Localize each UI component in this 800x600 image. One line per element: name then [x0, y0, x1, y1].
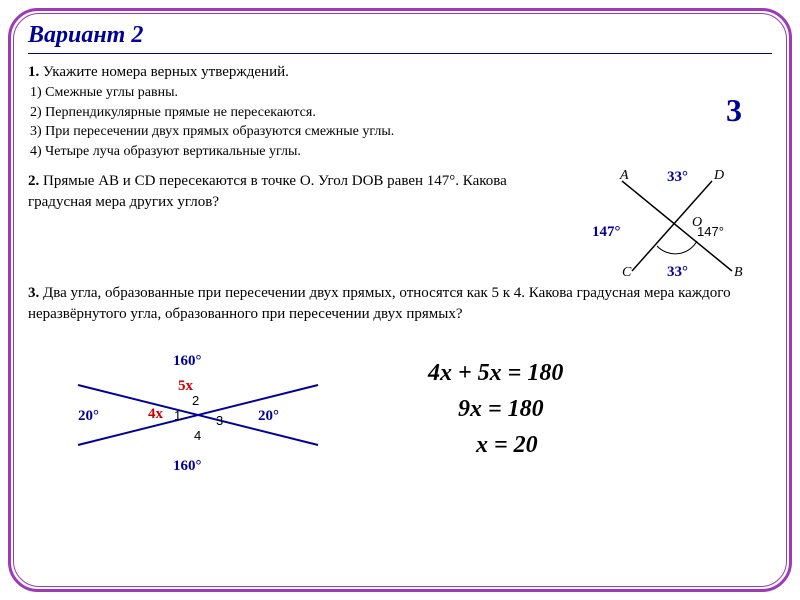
quadrant-4: 4 — [194, 428, 201, 443]
angle-20-right: 20° — [258, 408, 279, 424]
problem-2-num: 2. — [28, 173, 39, 189]
title-underline — [28, 53, 772, 54]
problem-3-header: 3. Два угла, образованные при пересечени… — [28, 283, 772, 325]
label-b: B — [734, 265, 743, 280]
problem-1-header: 1. Укажите номера верных утверждений. — [28, 62, 772, 83]
content-area: Вариант 2 1. Укажите номера верных утвер… — [28, 22, 772, 578]
problem-1-num: 1. — [28, 64, 39, 80]
page-title: Вариант 2 — [28, 22, 772, 49]
problem-3: 3. Два угла, образованные при пересечени… — [28, 283, 772, 325]
problem-1-item-4: 4) Четыре луча образуют вертикальные угл… — [30, 142, 772, 162]
quadrant-2: 2 — [192, 393, 199, 408]
label-d: D — [713, 168, 724, 183]
problem-1-item-2: 2) Перпендикулярные прямые не пересекают… — [30, 103, 772, 123]
angle-33-bottom: 33° — [667, 264, 688, 280]
label-a: A — [619, 168, 629, 183]
equation-2: 9x = 180 — [458, 391, 563, 427]
angle-160-bottom: 160° — [173, 458, 202, 474]
problem-2: 2. Прямые AB и CD пересекаются в точке O… — [28, 171, 772, 213]
problem-3-work: 2 1 3 4 5x 4x 160° 160° 20° 20° 4x + 5x … — [28, 335, 772, 485]
angle-33-top: 33° — [667, 169, 688, 185]
problem-1: 1. Укажите номера верных утверждений. 1)… — [28, 62, 772, 161]
angle-20-left: 20° — [78, 408, 99, 424]
problem-1-item-1: 1) Смежные углы равны. — [30, 83, 772, 103]
problem-3-num: 3. — [28, 285, 39, 301]
problem-2-header: 2. Прямые AB и CD пересекаются в точке O… — [28, 171, 508, 213]
problem-1-text: Укажите номера верных утверждений. — [43, 64, 289, 80]
problem-3-diagram: 2 1 3 4 5x 4x 160° 160° 20° 20° — [58, 335, 338, 485]
quadrant-1: 1 — [174, 408, 181, 423]
angle-160-top: 160° — [173, 353, 202, 369]
angle-147-black: 147° — [697, 224, 724, 239]
equation-1: 4x + 5x = 180 — [428, 355, 563, 391]
label-c: C — [622, 265, 632, 280]
problem-3-text: Два угла, образованные при пересечении д… — [28, 285, 731, 322]
problem-3-equations: 4x + 5x = 180 9x = 180 x = 20 — [428, 355, 563, 463]
equation-3: x = 20 — [476, 427, 563, 463]
problem-2-diagram: A D B C O 147° 33° 147° 33° — [562, 161, 762, 281]
problem-1-answer: 3 — [726, 92, 742, 129]
label-5x: 5x — [178, 378, 194, 394]
problem-2-text: Прямые AB и CD пересекаются в точке O. У… — [28, 173, 507, 210]
quadrant-3: 3 — [216, 413, 223, 428]
angle-147-blue: 147° — [592, 224, 621, 240]
problem-1-item-3: 3) При пересечении двух прямых образуютс… — [30, 122, 772, 142]
label-4x: 4x — [148, 406, 164, 422]
